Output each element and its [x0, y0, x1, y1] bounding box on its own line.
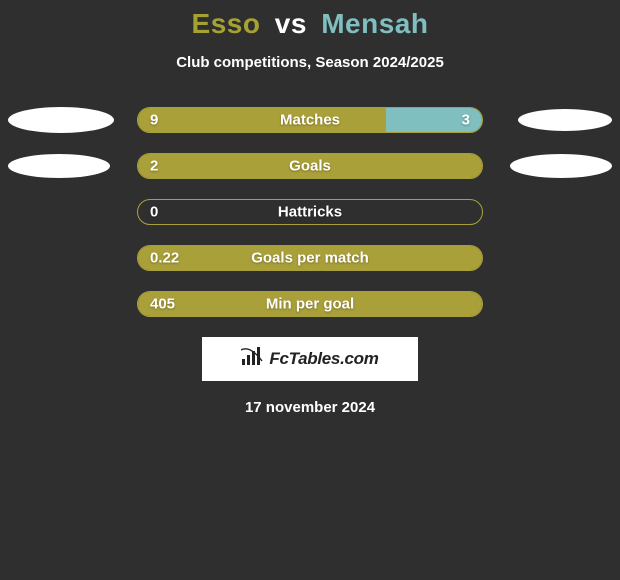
stat-row: 0.22 Goals per match [0, 243, 620, 273]
stat-row: 9 Matches 3 [0, 105, 620, 135]
stat-bar: 405 Min per goal [137, 291, 483, 317]
stat-row: 0 Hattricks [0, 197, 620, 227]
stat-bar-fill-left [138, 108, 386, 132]
stat-left-value: 9 [150, 112, 158, 129]
stat-left-value: 0.22 [150, 250, 179, 267]
date-label: 17 november 2024 [0, 399, 620, 416]
stat-label: Goals [289, 158, 331, 175]
player2-name: Mensah [321, 8, 428, 39]
stat-left-value: 2 [150, 158, 158, 175]
stat-label: Min per goal [266, 296, 354, 313]
player2-oval [518, 109, 612, 131]
logo-box: FcTables.com [202, 337, 418, 381]
stat-rows: 9 Matches 3 2 Goals 0 Hattricks 0.22 Goals per m… [0, 105, 620, 319]
stat-left-value: 405 [150, 296, 175, 313]
stat-right-value: 3 [462, 112, 470, 129]
stat-bar: 0.22 Goals per match [137, 245, 483, 271]
vs-text: vs [275, 8, 307, 39]
stat-label: Matches [280, 112, 340, 129]
player1-oval [8, 107, 114, 133]
player1-oval [8, 154, 110, 178]
stat-bar: 2 Goals [137, 153, 483, 179]
logo-text: FcTables.com [269, 349, 378, 369]
stat-bar: 0 Hattricks [137, 199, 483, 225]
chart-bars-icon [241, 347, 263, 372]
player2-oval [510, 154, 612, 178]
comparison-title: Esso vs Mensah [0, 8, 620, 40]
stat-row: 2 Goals [0, 151, 620, 181]
stat-label: Goals per match [251, 250, 369, 267]
stat-label: Hattricks [278, 204, 342, 221]
player1-name: Esso [192, 8, 261, 39]
stat-bar: 9 Matches 3 [137, 107, 483, 133]
stat-row: 405 Min per goal [0, 289, 620, 319]
stat-left-value: 0 [150, 204, 158, 221]
subtitle: Club competitions, Season 2024/2025 [0, 54, 620, 71]
